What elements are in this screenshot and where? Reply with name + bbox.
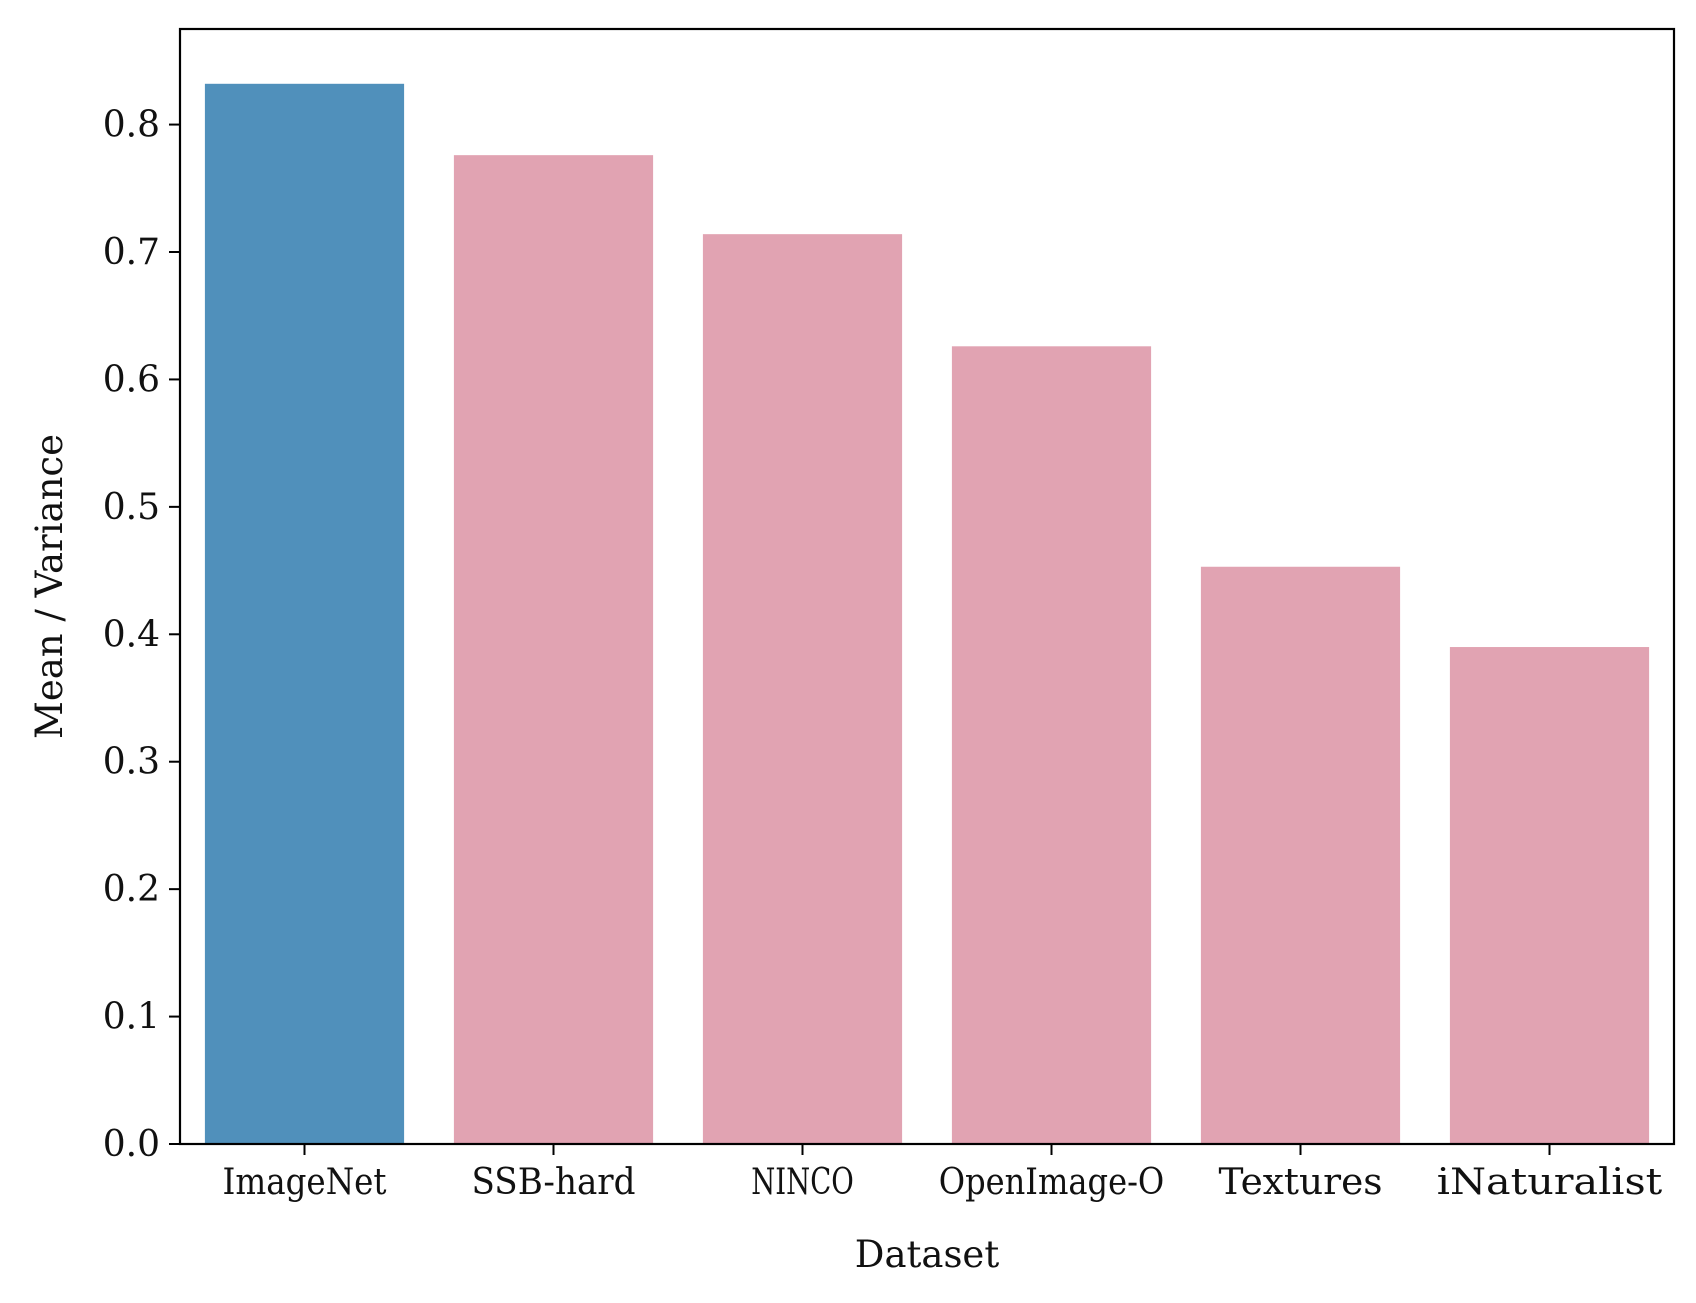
y-axis-label: Mean / Variance (28, 434, 71, 739)
bars-group (204, 83, 1650, 1145)
x-axis-label: Dataset (855, 1233, 1000, 1276)
bar-imagenet (204, 83, 405, 1144)
y-tick-label: 0.4 (103, 614, 160, 655)
x-tick-label: NINCO (751, 1162, 854, 1203)
y-tick-label: 0.7 (103, 232, 160, 273)
x-tick-label: ImageNet (223, 1162, 387, 1203)
y-tick-label: 0.1 (103, 997, 160, 1038)
x-tick-label: iNaturalist (1437, 1162, 1663, 1203)
bar-ninco (702, 234, 903, 1144)
y-axis: 0.0 0.1 0.2 0.3 0.4 0.5 0.6 0.7 0.8 (103, 105, 180, 1165)
y-tick-label: 0.6 (103, 359, 160, 400)
y-tick-label: 0.8 (103, 105, 160, 146)
y-tick-label: 0.2 (103, 869, 160, 910)
y-tick-label: 0.3 (103, 742, 160, 783)
x-tick-label: Textures (1219, 1162, 1383, 1203)
x-axis: ImageNet SSB-hard NINCO OpenImage-O Textures… (223, 1144, 1663, 1203)
bar-openimage-o (951, 346, 1152, 1145)
x-tick-label: OpenImage-O (939, 1162, 1165, 1203)
x-tick-label: SSB-hard (472, 1162, 636, 1203)
y-tick-label: 0.0 (103, 1124, 160, 1165)
bar-textures (1200, 566, 1401, 1144)
y-tick-label: 0.5 (103, 487, 160, 528)
bar-ssb-hard (453, 155, 654, 1144)
plot-frame (178, 27, 1676, 1146)
bar-inaturalist (1449, 647, 1650, 1144)
